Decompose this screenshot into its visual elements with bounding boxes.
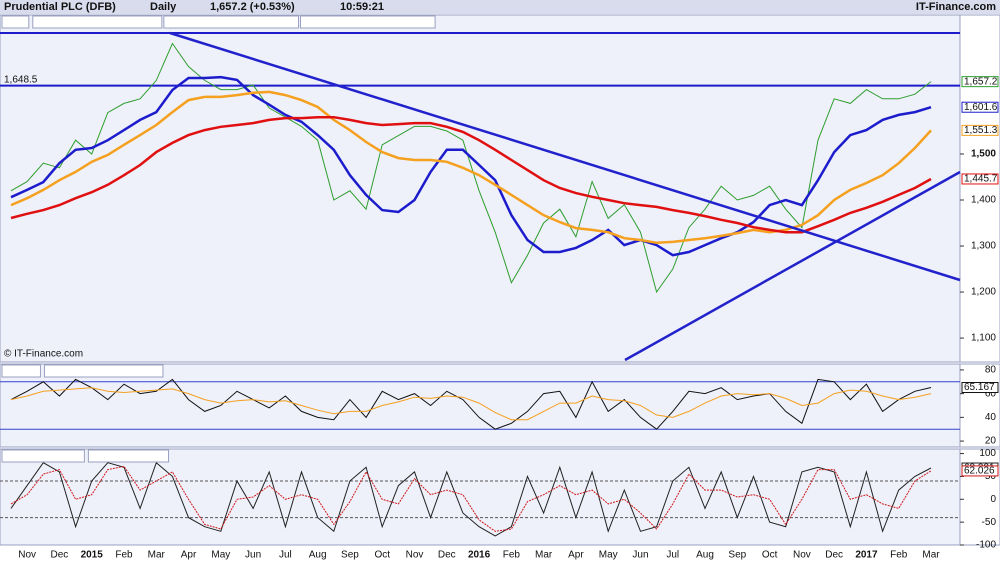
legend-box bbox=[43, 364, 164, 378]
plot-layer: 1,100 1,200 1,300 1,400 1,500 1,648.5 1,657.2 1… bbox=[0, 14, 1000, 561]
series-line bbox=[10, 42, 932, 294]
x-tick-label: Mar bbox=[922, 550, 940, 561]
x-tick-label: Jul bbox=[666, 550, 679, 561]
x-tick-label: Apr bbox=[181, 550, 197, 561]
end-label-box bbox=[961, 173, 999, 185]
end-label-box bbox=[961, 124, 999, 136]
legend-box bbox=[299, 15, 436, 29]
axis-panel bbox=[959, 363, 1000, 448]
x-tick-label: Jun bbox=[632, 550, 648, 561]
x-tick-label: Dec bbox=[825, 550, 843, 561]
end-label: 1,445.7 bbox=[964, 174, 998, 185]
x-tick-label: Apr bbox=[568, 550, 584, 561]
x-tick-label: Mar bbox=[148, 550, 166, 561]
x-tick-label: 2016 bbox=[468, 550, 491, 561]
x-tick-label: Oct bbox=[762, 550, 778, 561]
end-label: 1,551.3 bbox=[964, 125, 998, 136]
title: Prudential PLC (DFB) bbox=[4, 1, 116, 13]
panel bbox=[0, 448, 961, 546]
period: Daily bbox=[150, 1, 177, 13]
y-tick-label: 60 bbox=[985, 388, 997, 399]
header-bar bbox=[0, 0, 1000, 14]
trend-line bbox=[169, 31, 961, 282]
end-label-box bbox=[961, 465, 999, 477]
legend-box bbox=[163, 15, 299, 29]
x-tick-label: Feb bbox=[115, 550, 133, 561]
end-label: 1,601.6 bbox=[964, 102, 998, 113]
x-tick-label: Feb bbox=[890, 550, 908, 561]
end-label: 1,657.2 bbox=[964, 76, 998, 87]
y-tick-label: 80 bbox=[985, 365, 997, 376]
x-tick-label: Jul bbox=[279, 550, 292, 561]
x-tick-label: 2017 bbox=[855, 550, 878, 561]
y-tick-label: 40 bbox=[985, 412, 997, 423]
y-tick-label: 1,300 bbox=[971, 241, 996, 252]
legend-box bbox=[87, 449, 170, 463]
x-tick-label: Mar bbox=[535, 550, 553, 561]
y-tick-label: -50 bbox=[982, 517, 997, 528]
y-tick-label: 1,400 bbox=[971, 195, 996, 206]
end-label-box bbox=[961, 382, 999, 394]
end-label: 62.026 bbox=[964, 466, 995, 477]
x-tick-label: May bbox=[599, 550, 618, 561]
x-tick-label: Jun bbox=[245, 550, 261, 561]
y-tick-label: 20 bbox=[985, 436, 997, 447]
x-tick-label: Dec bbox=[51, 550, 69, 561]
panel-title-box bbox=[1, 364, 41, 378]
x-tick-label: Sep bbox=[728, 550, 746, 561]
x-tick-label: Dec bbox=[438, 550, 456, 561]
x-tick-label: Oct bbox=[374, 550, 390, 561]
panel bbox=[0, 363, 961, 448]
panel bbox=[0, 14, 961, 363]
series-line bbox=[10, 75, 932, 257]
x-tick-label: Nov bbox=[18, 550, 36, 561]
end-label-box bbox=[961, 101, 999, 113]
series-line bbox=[10, 387, 932, 421]
trend-line bbox=[624, 170, 961, 362]
y-tick-label: 100 bbox=[979, 448, 996, 459]
x-tick-label: May bbox=[211, 550, 230, 561]
y-tick-label: -100 bbox=[976, 540, 996, 551]
legend-box bbox=[32, 15, 163, 29]
x-tick-label: Aug bbox=[309, 550, 327, 561]
panel-title-box bbox=[1, 15, 30, 29]
x-tick-label: 2015 bbox=[81, 550, 104, 561]
x-tick-label: Feb bbox=[503, 550, 521, 561]
series-line bbox=[10, 115, 932, 234]
panel-title-box bbox=[1, 449, 85, 463]
x-tick-label: Sep bbox=[341, 550, 359, 561]
y-tick-label: 1,200 bbox=[971, 287, 996, 298]
y-tick-label: 1,100 bbox=[971, 333, 996, 344]
y-tick-label: 0 bbox=[990, 494, 996, 505]
level-label: 1,648.5 bbox=[4, 74, 38, 85]
series-line bbox=[10, 378, 932, 430]
x-tick-label: Nov bbox=[406, 550, 424, 561]
series-line bbox=[10, 465, 932, 532]
watermark: © IT-Finance.com bbox=[4, 349, 83, 360]
x-tick-label: Aug bbox=[696, 550, 714, 561]
axis-panel bbox=[959, 14, 1000, 363]
quote: 1,657.2 (+0.53%) bbox=[210, 1, 295, 13]
x-tick-label: Nov bbox=[793, 550, 811, 561]
end-label-box bbox=[961, 76, 999, 88]
y-tick-label: 1,500 bbox=[971, 149, 996, 160]
end-label: 65.167 bbox=[964, 382, 995, 393]
time: 10:59:21 bbox=[340, 1, 384, 13]
y-tick-label: 50 bbox=[985, 471, 997, 482]
series-line bbox=[10, 461, 932, 537]
brand: IT-Finance.com bbox=[916, 1, 996, 13]
